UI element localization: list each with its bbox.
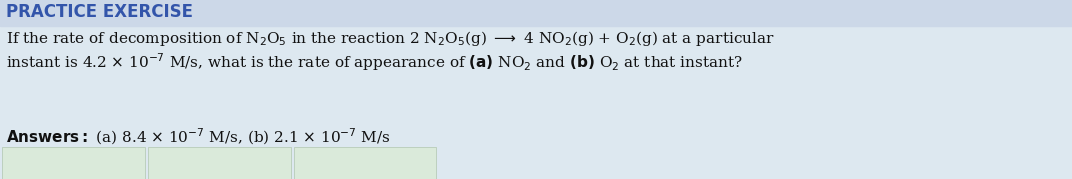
Bar (294, 147, 436, 179)
Text: instant is 4.2 $\times$ 10$^{-7}$ M/s, what is the rate of appearance of $\mathb: instant is 4.2 $\times$ 10$^{-7}$ M/s, w… (6, 51, 743, 73)
Bar (2, 147, 145, 179)
Text: If the rate of decomposition of N$_2$O$_5$ in the reaction 2 N$_2$O$_5$(g) $\lon: If the rate of decomposition of N$_2$O$_… (6, 29, 775, 48)
Bar (148, 147, 291, 179)
Bar (0, 125, 1072, 147)
Text: PRACTICE EXERCISE: PRACTICE EXERCISE (6, 3, 193, 21)
Bar (0, 0, 1072, 26)
Text: $\mathbf{Answers:}$ (a) 8.4 $\times$ 10$^{-7}$ M/s, (b) 2.1 $\times$ 10$^{-7}$ M: $\mathbf{Answers:}$ (a) 8.4 $\times$ 10$… (6, 127, 390, 147)
